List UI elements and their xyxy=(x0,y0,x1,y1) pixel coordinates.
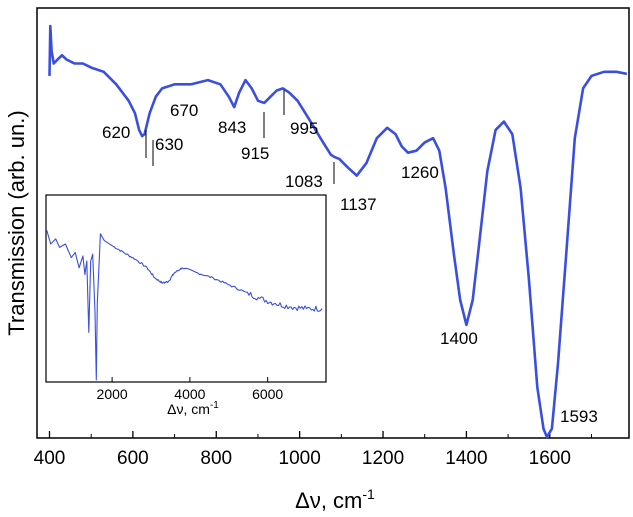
main-x-tick-label: 800 xyxy=(200,448,232,469)
peak-label: 915 xyxy=(241,144,269,163)
peak-label: 630 xyxy=(155,135,183,154)
inset-x-tick-label: 6000 xyxy=(252,386,283,402)
main-x-tick-label: 1400 xyxy=(445,448,487,469)
main-x-axis-label: Δν, cm-1 xyxy=(295,486,375,513)
inset-plot-frame xyxy=(45,194,327,383)
peak-label: 995 xyxy=(290,119,318,138)
inset-x-axis-label-superscript: -1 xyxy=(210,400,219,411)
main-x-axis-label-superscript: -1 xyxy=(362,486,375,502)
peak-label: 1400 xyxy=(440,329,478,348)
peak-label: 620 xyxy=(102,123,130,142)
main-x-ticks: 400 600 800 1000 1200 1400 1600 xyxy=(34,431,592,469)
inset-spectrum-line xyxy=(46,230,323,381)
main-x-tick-label: 1200 xyxy=(362,448,404,469)
peak-label: 1137 xyxy=(340,195,377,214)
main-y-axis-label: Transmission (arb. un.) xyxy=(4,110,29,335)
peak-annotations: 620 630 670 843 915 995 1083 1137 1260 1400 1593 xyxy=(102,90,598,426)
main-x-axis-label-text: Δν, cm xyxy=(295,488,362,513)
peak-label: 1593 xyxy=(560,407,598,426)
inset-x-axis-label: Δν, cm-1 xyxy=(167,400,219,417)
peak-label: 1083 xyxy=(285,172,323,191)
inset-x-ticks: 2000 4000 6000 xyxy=(97,377,283,402)
peak-label: 1260 xyxy=(401,163,439,182)
main-x-tick-label: 1600 xyxy=(529,448,571,469)
inset-x-tick-label: 4000 xyxy=(174,386,205,402)
peak-label: 843 xyxy=(218,118,246,137)
main-spectrum-line xyxy=(48,24,628,439)
main-x-tick-label: 400 xyxy=(34,448,66,469)
peak-label: 670 xyxy=(170,101,198,120)
inset-x-tick-label: 2000 xyxy=(97,386,128,402)
inset-x-axis-label-text: Δν, cm xyxy=(167,401,210,417)
main-x-tick-label: 600 xyxy=(117,448,149,469)
main-plot-frame xyxy=(36,7,630,439)
main-x-tick-label: 1000 xyxy=(279,448,321,469)
